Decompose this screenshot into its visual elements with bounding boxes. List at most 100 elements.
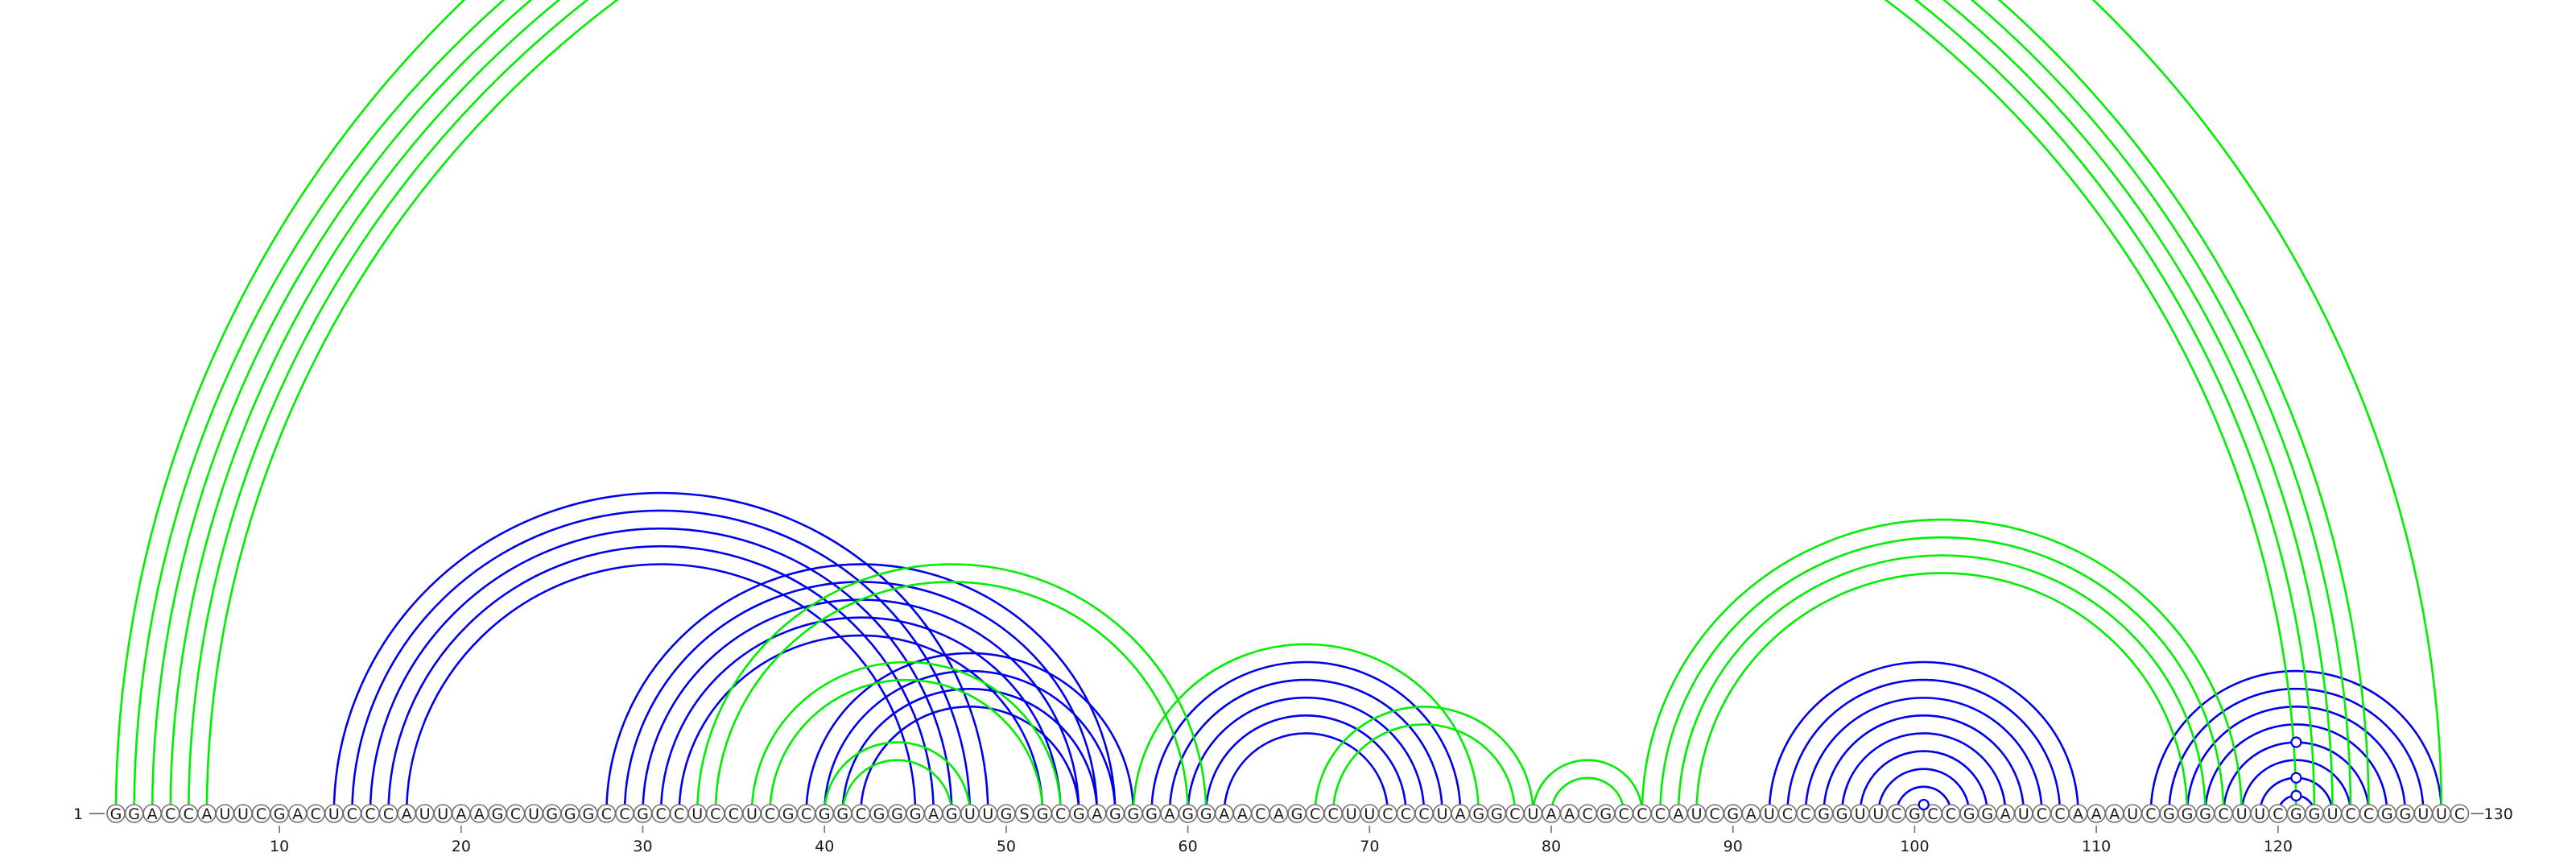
nucleotide-85: C xyxy=(1633,804,1652,823)
green-pair-arc-5-122 xyxy=(187,0,2316,814)
nucleotide-33: U xyxy=(687,804,708,823)
tick-label-90: 90 xyxy=(1724,838,1743,855)
nucleotide-1: G xyxy=(106,804,126,823)
nucleotide-11: A xyxy=(287,804,308,823)
nucleotide-102: C xyxy=(1941,804,1961,823)
blue-pair-arc-114-128 xyxy=(2168,687,2425,814)
blue-pair-arc-116-126 xyxy=(2204,723,2388,814)
nucleotide-37: C xyxy=(760,804,780,823)
nucleotide-81: A xyxy=(1559,804,1579,823)
nucleotide-letter: U xyxy=(2436,805,2447,823)
nucleotide-114: G xyxy=(2159,804,2179,823)
nucleotide-96: G xyxy=(1832,804,1852,823)
nucleotide-58: G xyxy=(1141,804,1162,823)
nucleotide-letter: C xyxy=(765,805,775,823)
pair-marker-100-101 xyxy=(1918,798,1930,811)
nucleotide-letter: A xyxy=(1455,805,1466,823)
nucleotide-letter: C xyxy=(1637,805,1647,823)
nucleotide-36: U xyxy=(742,804,762,823)
nucleotide-112: U xyxy=(2123,804,2143,823)
nucleotide-53: C xyxy=(1051,804,1071,823)
nucleotide-letter: G xyxy=(1981,805,1993,823)
nucleotide-letter: A xyxy=(1237,805,1248,823)
blue-pair-arc-41-55 xyxy=(841,687,1099,814)
nucleotide-letter: A xyxy=(474,805,485,823)
nucleotide-letter: A xyxy=(2073,805,2083,823)
nucleotide-31: C xyxy=(651,804,671,823)
nucleotide-letter: C xyxy=(2037,805,2047,823)
nucleotide-letter: C xyxy=(1891,805,1901,823)
nucleotide-letter: C xyxy=(2345,805,2355,823)
nucleotide-letter: A xyxy=(1564,805,1575,823)
nucleotide-letter: C xyxy=(2145,805,2156,823)
nucleotide-12: C xyxy=(306,804,326,823)
nucleotide-90: G xyxy=(1723,804,1743,823)
position-ticks: 10 20 30 40 50 60 70 80 90 100 110 120 xyxy=(270,826,2293,855)
blue-pair-arc-16-46 xyxy=(387,544,935,814)
nucleotide-letter: C xyxy=(2054,805,2065,823)
nucleotide-letter: G xyxy=(1600,805,1612,823)
nucleotide-letter: A xyxy=(147,805,158,823)
nucleotide-letter: C xyxy=(2273,805,2283,823)
nucleotide-letter: C xyxy=(256,805,266,823)
nucleotide-letter: U xyxy=(528,805,539,823)
blue-pair-arc-92-109 xyxy=(1768,660,2079,814)
nucleotide-letter: G xyxy=(1291,805,1303,823)
nucleotide-39: C xyxy=(796,804,816,823)
nucleotide-117: C xyxy=(2214,804,2233,823)
tick-label-120: 120 xyxy=(2264,838,2293,855)
nucleotide-78: C xyxy=(1505,804,1525,823)
nucleotide-letter: A xyxy=(1546,805,1557,823)
nucleotide-letter: C xyxy=(383,805,394,823)
nucleotide-124: C xyxy=(2341,804,2360,823)
blue-pair-arc-95-106 xyxy=(1823,714,2025,814)
nucleotide-letter: G xyxy=(782,805,795,823)
nucleotide-letter: C xyxy=(601,805,612,823)
blue-pair-arc-32-52 xyxy=(678,634,1044,814)
green-pair-arc-3-124 xyxy=(151,0,2352,814)
nucleotide-6: A xyxy=(197,804,217,823)
blue-pair-arc-97-104 xyxy=(1859,750,1989,814)
nucleotide-letter: G xyxy=(2381,805,2393,823)
nucleotide-123: U xyxy=(2322,804,2343,823)
tick-label-110: 110 xyxy=(2082,838,2111,855)
nucleotide-45: G xyxy=(906,804,925,823)
nucleotide-70: U xyxy=(1360,804,1380,823)
green-pair-arc-36-53 xyxy=(750,660,1062,814)
nucleotide-letter: G xyxy=(1200,805,1212,823)
nucleotide-letter: U xyxy=(964,805,976,823)
blue-pair-arc-115-127 xyxy=(2186,705,2407,814)
nucleotide-72: C xyxy=(1396,804,1416,823)
nucleotide-letter: C xyxy=(184,805,194,823)
nucleotide-3: A xyxy=(142,804,162,823)
nucleotide-59: A xyxy=(1160,804,1179,823)
nucleotide-21: A xyxy=(469,804,489,823)
nucleotide-letter: U xyxy=(982,805,993,823)
nucleotide-letter: C xyxy=(1401,805,1411,823)
nucleotide-letter: U xyxy=(2236,805,2248,823)
nucleotide-letter: G xyxy=(582,805,594,823)
sequence-start-label: 1 xyxy=(73,805,83,823)
nucleotide-letter: C xyxy=(1583,805,1593,823)
nucleotide-52: G xyxy=(1033,804,1052,823)
nucleotide-letter: G xyxy=(2290,805,2302,823)
blue-pair-arc-118-124 xyxy=(2240,759,2352,814)
nucleotide-letter: G xyxy=(1963,805,1975,823)
tick-label-100: 100 xyxy=(1900,838,1929,855)
nucleotide-61: G xyxy=(1196,804,1216,823)
nucleotide-letter: U xyxy=(1691,805,1703,823)
nucleotide-letter: C xyxy=(1509,805,1520,823)
nucleotide-letter: G xyxy=(1836,805,1848,823)
nucleotide-38: G xyxy=(778,804,798,823)
nucleotide-letter: C xyxy=(1927,805,1938,823)
tick-label-40: 40 xyxy=(815,838,834,855)
nucleotide-letter: G xyxy=(1472,805,1484,823)
nucleotide-57: G xyxy=(1124,804,1143,823)
nucleotide-letter: G xyxy=(1182,805,1194,823)
nucleotide-22: G xyxy=(488,804,507,823)
green-pair-arc-1-129 xyxy=(114,0,2443,814)
green-pair-arc-41-47 xyxy=(841,759,953,814)
blue-pair-arc-93-108 xyxy=(1786,678,2062,814)
nucleotide-letter: A xyxy=(2109,805,2120,823)
nucleotide-5: C xyxy=(179,804,199,823)
